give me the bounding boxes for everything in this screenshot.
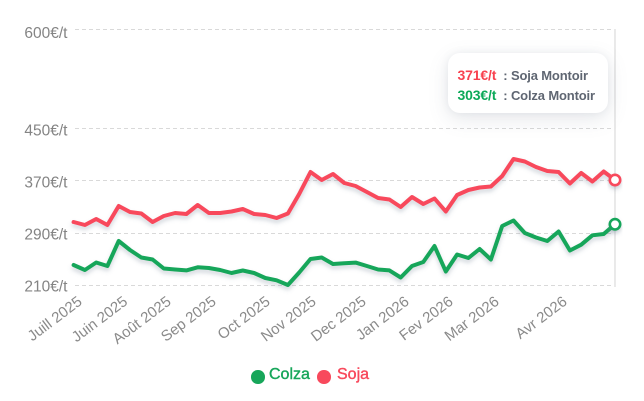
svg-text:Avr 2026: Avr 2026 [512,293,570,343]
svg-text:210€/t: 210€/t [24,279,68,296]
svg-text:290€/t: 290€/t [24,227,68,244]
svg-text:450€/t: 450€/t [24,123,68,140]
svg-text:370€/t: 370€/t [24,175,68,192]
svg-text:600€/t: 600€/t [24,25,68,42]
